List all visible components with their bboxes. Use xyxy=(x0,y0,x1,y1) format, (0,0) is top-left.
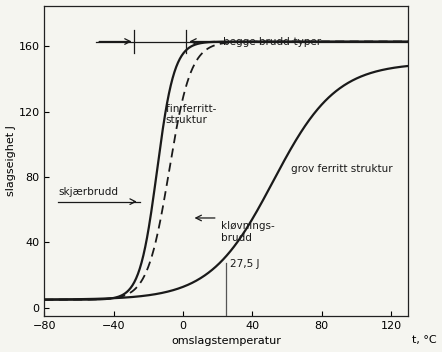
Text: t, °C: t, °C xyxy=(412,335,437,345)
Text: grov ferritt struktur: grov ferritt struktur xyxy=(290,164,392,174)
Text: fin ferritt-
struktur: fin ferritt- struktur xyxy=(166,103,216,125)
Y-axis label: slagseighet J: slagseighet J xyxy=(6,125,15,196)
Text: 27,5 J: 27,5 J xyxy=(230,259,259,269)
Text: kløvnings-
brudd: kløvnings- brudd xyxy=(221,221,275,243)
Text: skjærbrudd: skjærbrudd xyxy=(58,187,118,197)
X-axis label: omslagstemperatur: omslagstemperatur xyxy=(171,337,281,346)
Text: begge brudd-typer: begge brudd-typer xyxy=(223,37,321,46)
